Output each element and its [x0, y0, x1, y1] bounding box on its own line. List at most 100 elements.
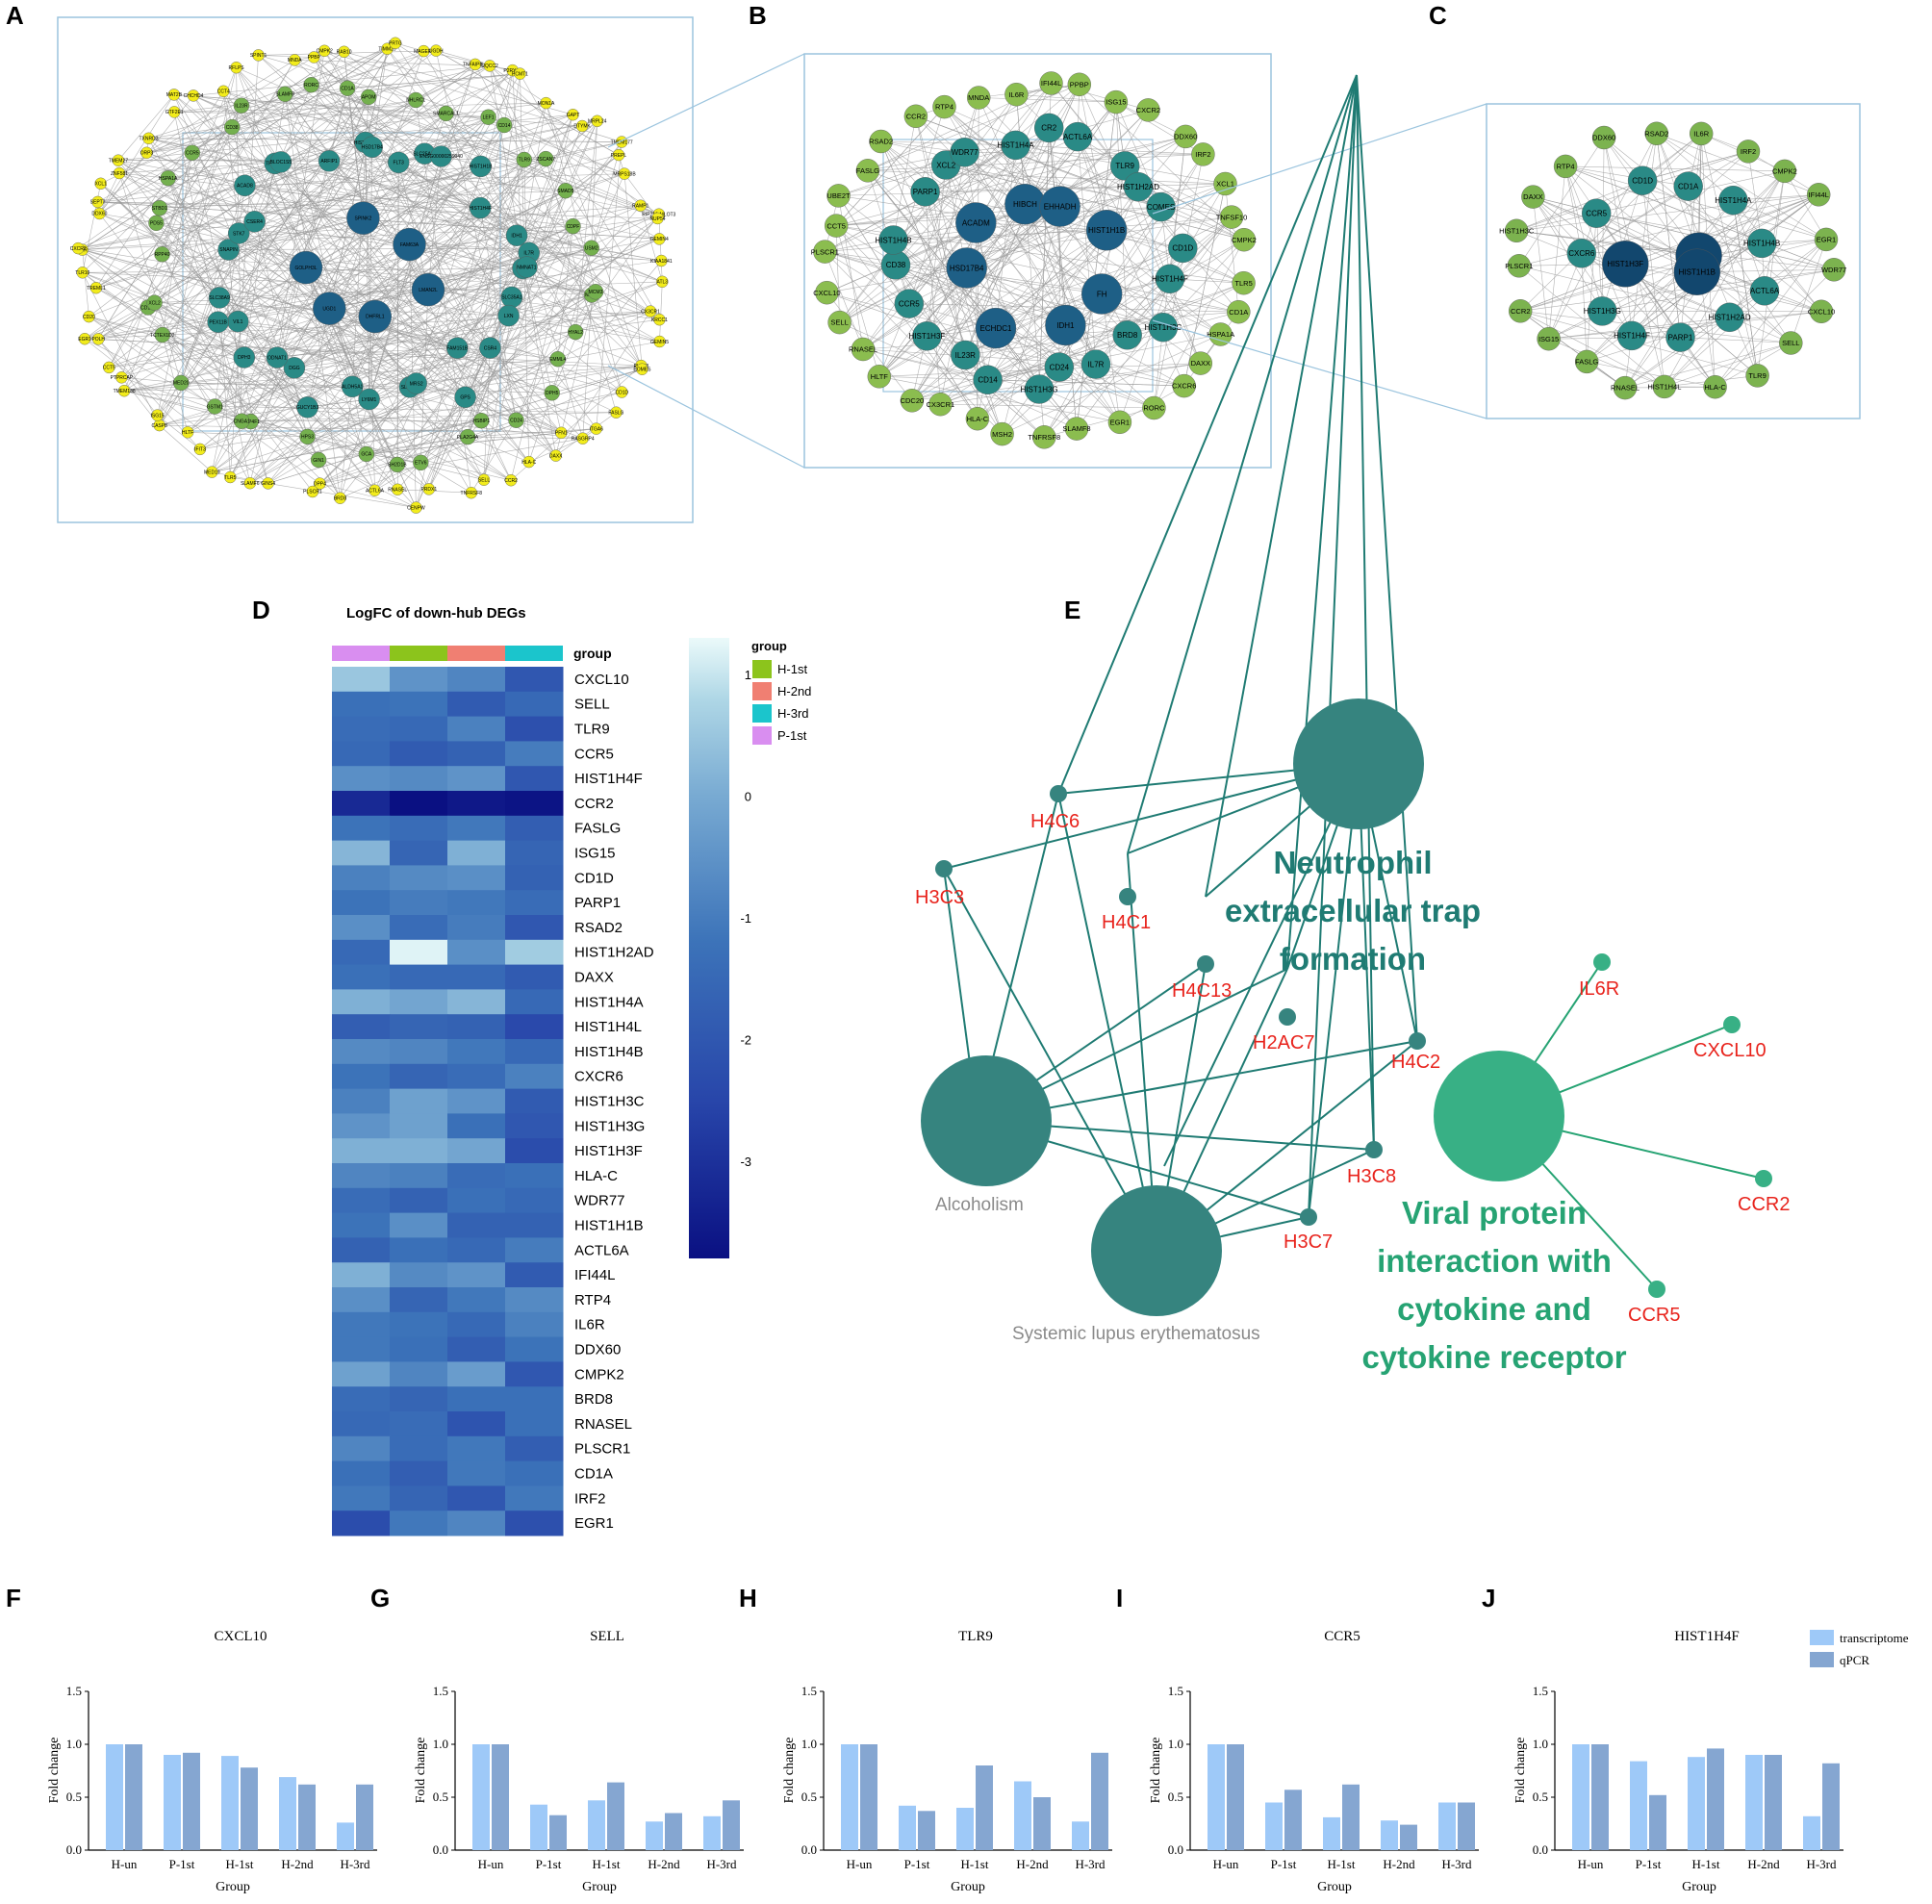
network-node-circle: [815, 281, 839, 305]
network-node-label: HIST1H1B: [470, 165, 494, 170]
bar-legend-swatch-qpcr: [1810, 1652, 1834, 1667]
network-node-label: MED20: [173, 381, 190, 387]
network-node-label: HLA-C: [967, 415, 989, 423]
network-node-label: RAB10: [337, 50, 352, 56]
network-node-circle: [446, 337, 469, 359]
network-node-hspa1a: HSPA1A: [159, 169, 178, 187]
network-node-rorc: RORC: [303, 76, 319, 93]
network-node-label: CD1A: [341, 86, 354, 91]
y-tick-label: 1.5: [1533, 1684, 1548, 1698]
heatmap-cell: [505, 989, 564, 1015]
heatmap-cell: [332, 815, 391, 842]
heatmap-row-label-daxx: DAXX: [574, 970, 614, 986]
network-node-label: UGDH: [429, 48, 444, 54]
network-node-circle: [1602, 241, 1649, 288]
network-node-label: STBD1: [152, 206, 167, 212]
network-edge: [1664, 239, 1827, 388]
network-edge: [280, 162, 398, 490]
network-node-label: USM2: [585, 245, 598, 251]
network-node-circle: [1024, 374, 1055, 404]
network-edge: [1625, 151, 1749, 265]
network-node-gps: GPS: [454, 386, 476, 408]
heatmap-cell: [332, 1113, 391, 1139]
network-edge: [1119, 278, 1171, 422]
heatmap-cell: [332, 915, 391, 941]
network-node-hist1h1b: HIST1H1B: [1085, 210, 1128, 251]
network-edge: [318, 436, 469, 461]
network-edge: [1791, 239, 1827, 343]
network-node-hltf: HLTF: [181, 426, 194, 439]
network-node-circle: [1142, 395, 1166, 420]
network-node-circle: [1213, 171, 1237, 196]
network-node-circle: [393, 227, 426, 262]
network-edge: [1518, 266, 1730, 318]
heatmap-row-label-rnasel: RNASEL: [574, 1416, 632, 1433]
network-edge: [99, 94, 175, 215]
heatmap-cell: [447, 1063, 506, 1090]
heatmap-cell: [447, 1361, 506, 1387]
network-edge: [82, 272, 160, 426]
network-edge: [1015, 144, 1204, 155]
network-edge: [826, 267, 967, 293]
network-node-label: STK7: [233, 231, 245, 237]
network-edge: [940, 363, 1201, 405]
network-node-cnga1: CNGA1: [234, 413, 250, 429]
network-node-label: HIST1H4L: [1647, 383, 1681, 392]
heatmap-cell: [505, 815, 564, 842]
network-edge: [1729, 194, 1819, 317]
network-edge: [1520, 311, 1665, 388]
network-node-egr1: EGR1: [78, 333, 91, 345]
heatmap-cell: [447, 964, 506, 990]
bar-qpcr-h-1st: [976, 1765, 993, 1850]
network-node-circle: [438, 105, 454, 122]
network-node-circle: [1507, 254, 1532, 278]
network-node-ppbp: PPBP: [1067, 72, 1092, 97]
network-node-circle: [262, 477, 274, 490]
network-edge: [340, 368, 643, 498]
network-node-rnasel: RNASEL: [1611, 375, 1640, 400]
bar-transcriptome-h-1st: [588, 1800, 605, 1850]
network-node-mrs2: MRS2: [405, 372, 427, 394]
heatmap-cell: [332, 1212, 391, 1238]
network-node-irf2: IRF2: [1191, 142, 1215, 166]
network-node-label: MRPL24: [588, 119, 607, 125]
network-edge: [893, 230, 1107, 241]
heatmap-row-label-hist1h3g: HIST1H3G: [574, 1118, 645, 1134]
network-edge: [82, 42, 396, 250]
network-edge: [911, 282, 1244, 401]
network-node-circle: [514, 67, 526, 80]
network-node-ifi44l: IFI44L: [1806, 183, 1831, 207]
network-node-parp1: PARP1: [910, 177, 940, 207]
heatmap-row-labels: CXCL10 SELL TLR9 CCR5 HIST1H4F CCR2 FASLG ISG15…: [574, 672, 654, 1532]
network-edge: [109, 60, 295, 368]
network-node-label: NMNAT1: [517, 265, 536, 270]
network-node-label: SLAMF6: [241, 481, 260, 487]
term-label-sle: Systemic lupus erythematosus: [1012, 1324, 1260, 1344]
network-node-circle: [154, 326, 171, 343]
heatmap-cell: [390, 691, 448, 718]
heatmap-cell: [390, 840, 448, 866]
heatmap-cells: [332, 667, 564, 1536]
network-node-tlr9: TLR9: [1745, 364, 1769, 388]
network-node-ptprcap: PTPRCAP: [111, 371, 134, 384]
heatmap-cell: [447, 1113, 506, 1139]
network-node-cmpk2: CMPK2: [1772, 159, 1797, 184]
bar-chart-hist1h4f: HIST1H4F 0.0 0.5 1.0 1.5 Fold change H-un P-1st…: [1513, 1629, 1909, 1894]
gene-label-il6r: IL6R: [1579, 978, 1619, 1000]
network-node-emml4: EMML4: [549, 351, 567, 368]
network-node-gapt: GAPT: [567, 108, 579, 121]
panel-letter-f: F: [6, 1584, 21, 1612]
network-edge: [946, 165, 1244, 241]
gene-label-h4c6: H4C6: [1030, 811, 1080, 832]
network-edge: [1520, 311, 1792, 343]
network-edge: [324, 50, 623, 142]
bar-transcriptome-h-un: [106, 1744, 123, 1850]
network-node-tmem138: TMEM138: [114, 385, 136, 397]
network-edge: [1587, 361, 1716, 388]
network-edge: [162, 334, 216, 407]
heatmap-cell: [505, 1460, 564, 1486]
bar-qpcr-h-3rd: [1091, 1752, 1108, 1850]
x-tick-label: H-3rd: [340, 1857, 370, 1871]
network-edge: [623, 173, 643, 369]
network-edge: [1520, 311, 1626, 389]
